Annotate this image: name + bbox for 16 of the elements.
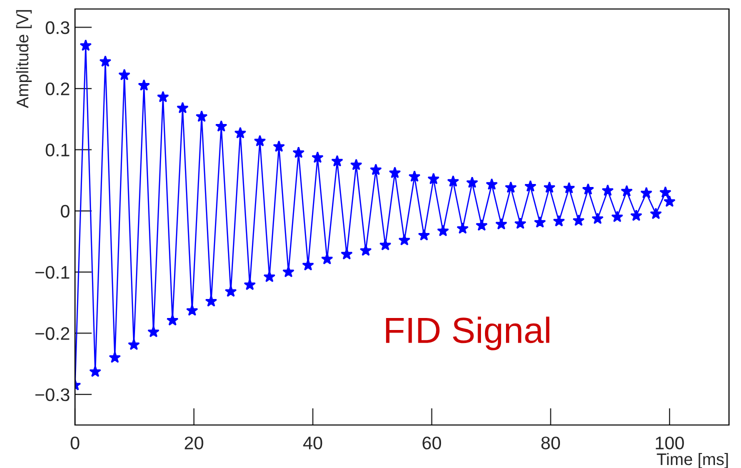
x-tick-label: 0 <box>70 436 80 450</box>
y-tick-label: 0.3 <box>46 21 70 34</box>
x-tick-label: 100 <box>656 436 684 450</box>
y-tick-label: −0.3 <box>35 388 70 402</box>
x-tick-label: 20 <box>184 436 204 450</box>
x-tick-label: 60 <box>422 436 442 450</box>
x-tick-label: 80 <box>541 436 560 450</box>
annotation: FID Signal <box>386 316 550 350</box>
y-axis-title: Amplitude [V] <box>16 10 32 108</box>
y-tick-label: −0.2 <box>35 327 70 340</box>
y-tick-label: 0.1 <box>46 144 70 156</box>
y-tick-label: 0.2 <box>46 82 70 96</box>
y-tick-label: 0 <box>60 204 70 218</box>
x-tick-label: 40 <box>303 436 322 450</box>
y-tick-label: −0.1 <box>35 266 70 279</box>
x-axis-title: Time [ms] <box>656 452 728 468</box>
